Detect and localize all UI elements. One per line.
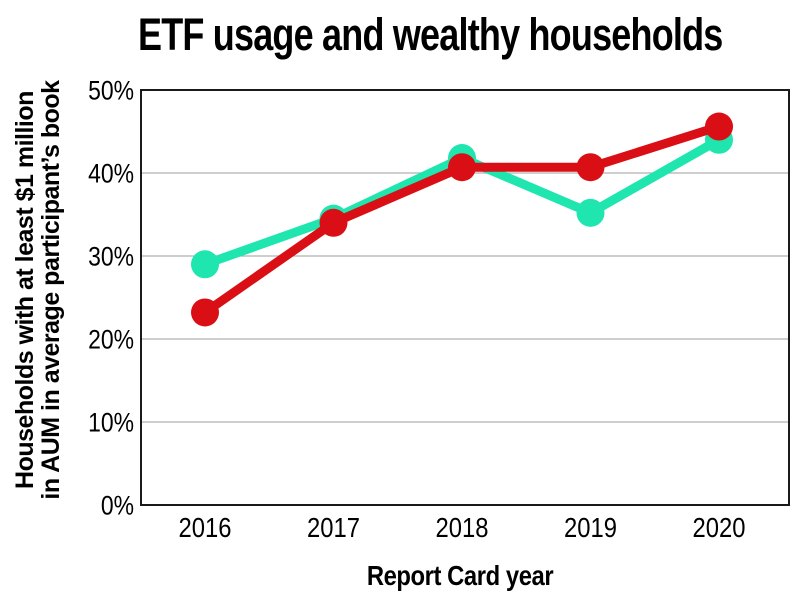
red-series-marker-2019	[576, 153, 605, 182]
x-tick-label-2016: 2016	[179, 511, 232, 543]
y-tick-label-0%: 0%	[101, 491, 134, 521]
red-series-marker-2018	[448, 153, 476, 182]
y-tick-label-50%: 50%	[88, 76, 134, 106]
x-tick-label-2018: 2018	[436, 511, 489, 543]
turquoise-series-marker-2019	[576, 198, 605, 227]
plot-frame	[140, 89, 790, 506]
y-tick-label-30%: 30%	[88, 242, 134, 272]
x-tick-label-2017: 2017	[307, 511, 360, 543]
y-tick-label-20%: 20%	[88, 325, 134, 355]
y-tick-label-10%: 10%	[88, 408, 134, 438]
chart-title: ETF usage and wealthy households	[138, 9, 723, 60]
y-tick-label-40%: 40%	[88, 159, 134, 189]
red-series-marker-2020	[705, 112, 733, 141]
x-tick-label-2020: 2020	[693, 511, 746, 543]
x-tick-label-2019: 2019	[564, 511, 617, 543]
red-series-marker-2017	[319, 208, 348, 237]
x-axis-label: Report Card year	[366, 560, 554, 591]
red-series-marker-2016	[191, 298, 219, 327]
turquoise-series-marker-2016	[191, 250, 219, 279]
